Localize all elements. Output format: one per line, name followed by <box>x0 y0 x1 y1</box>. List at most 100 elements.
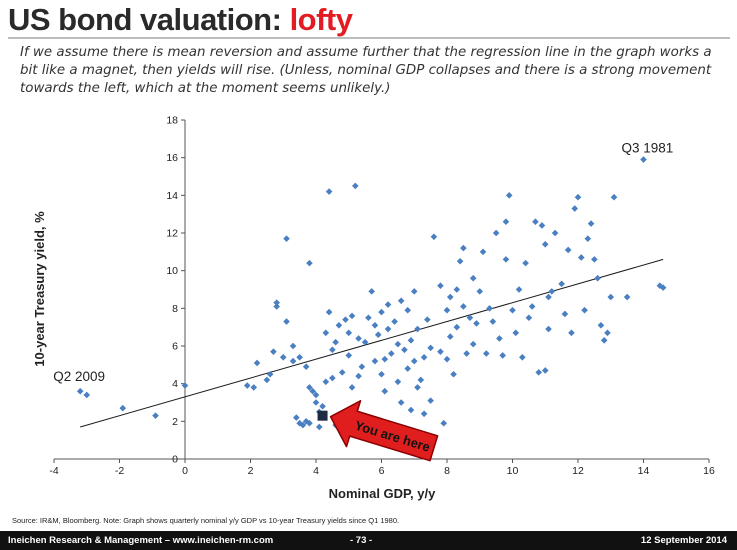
chart-annotations: Q3 1981 Q2 2009 You are here <box>53 141 674 462</box>
data-point <box>446 333 454 340</box>
data-point <box>273 299 280 306</box>
data-point <box>355 335 362 342</box>
data-point <box>417 376 425 384</box>
data-point <box>368 288 375 295</box>
data-point <box>489 318 497 325</box>
data-point <box>302 363 310 371</box>
data-point <box>509 306 516 314</box>
y-tick-label: 12 <box>166 228 178 240</box>
data-point <box>371 357 379 365</box>
data-point <box>499 352 506 359</box>
arrow-shape <box>329 399 439 462</box>
data-point <box>453 286 461 293</box>
data-point <box>397 297 405 305</box>
x-tick-label: 10 <box>507 465 519 477</box>
data-point <box>381 387 389 395</box>
data-point <box>325 188 333 195</box>
footer-bar: Ineichen Research & Management – www.ine… <box>0 531 737 550</box>
data-point <box>332 338 339 346</box>
data-point <box>541 241 549 248</box>
data-point <box>243 382 251 389</box>
data-point <box>325 308 333 316</box>
data-point <box>437 348 444 355</box>
annotation-q2-2009: Q2 2009 <box>53 369 105 384</box>
chart-axes <box>54 120 709 460</box>
data-point <box>623 293 631 301</box>
data-point <box>577 254 585 261</box>
data-point <box>584 235 592 242</box>
data-point <box>532 218 539 225</box>
data-point <box>476 288 484 295</box>
data-point <box>378 370 385 378</box>
data-point <box>388 350 395 357</box>
data-point <box>348 312 356 320</box>
data-point <box>296 354 303 361</box>
title-main: US bond valuation: <box>8 2 290 37</box>
data-point <box>306 259 313 267</box>
data-point <box>397 399 405 406</box>
data-point <box>424 316 431 323</box>
data-point <box>83 391 91 399</box>
data-point <box>420 410 428 418</box>
y-tick-label: 2 <box>172 416 178 428</box>
data-point <box>450 370 457 378</box>
data-point <box>453 323 461 331</box>
data-point <box>358 363 366 371</box>
data-point <box>283 235 290 242</box>
data-point <box>587 220 595 227</box>
source-note: Source: IR&M, Bloomberg. Note: Graph sho… <box>12 516 400 525</box>
data-point <box>338 369 346 376</box>
data-point <box>440 419 448 427</box>
y-tick-label: 6 <box>172 341 178 353</box>
scatter-chart: -4 -2 0 2 4 6 8 10 12 14 16 0 2 4 6 8 10 12 14 16 18 Q3 1981… <box>32 115 715 502</box>
data-point <box>329 374 336 382</box>
data-point <box>496 335 503 342</box>
data-point <box>384 301 392 308</box>
data-point <box>289 357 297 365</box>
data-point <box>519 354 526 361</box>
y-tick-label: 18 <box>166 115 178 127</box>
data-point <box>384 325 392 333</box>
data-point <box>538 222 546 229</box>
data-point <box>427 397 434 404</box>
data-point <box>427 344 434 352</box>
data-point <box>302 418 310 425</box>
data-point <box>394 340 402 348</box>
x-tick-label: 0 <box>182 465 188 477</box>
data-point <box>315 423 323 431</box>
slide-subtitle: If we assume there is mean reversion and… <box>20 45 712 96</box>
data-point <box>270 348 277 355</box>
x-tick-label: 4 <box>313 465 319 477</box>
data-point <box>446 293 454 301</box>
x-tick-label: 8 <box>444 465 450 477</box>
y-tick-label: 14 <box>166 190 178 202</box>
data-point <box>345 352 353 359</box>
current-point-marker <box>317 410 328 421</box>
data-point <box>515 286 523 293</box>
data-point <box>528 303 536 310</box>
data-point <box>571 205 579 212</box>
data-point <box>365 314 372 322</box>
x-tick-label: 2 <box>248 465 254 477</box>
x-tick-label: -4 <box>49 465 58 477</box>
data-point <box>525 314 533 322</box>
data-point <box>355 372 362 380</box>
x-tick-label: 12 <box>572 465 584 477</box>
data-point <box>312 399 320 406</box>
data-point <box>404 306 411 314</box>
data-point <box>640 156 647 163</box>
data-point <box>119 404 127 412</box>
data-point <box>253 359 261 367</box>
footer-page-number: - 73 - <box>350 535 373 546</box>
data-point <box>443 355 451 363</box>
data-point <box>407 406 415 414</box>
data-point <box>443 306 451 314</box>
title-divider <box>8 37 730 39</box>
annotation-q3-1981: Q3 1981 <box>622 141 674 156</box>
data-point <box>378 308 385 316</box>
data-point <box>430 233 438 241</box>
data-point <box>371 321 379 329</box>
data-point <box>329 346 336 354</box>
y-tick-label: 4 <box>172 378 178 390</box>
data-point <box>460 303 467 310</box>
